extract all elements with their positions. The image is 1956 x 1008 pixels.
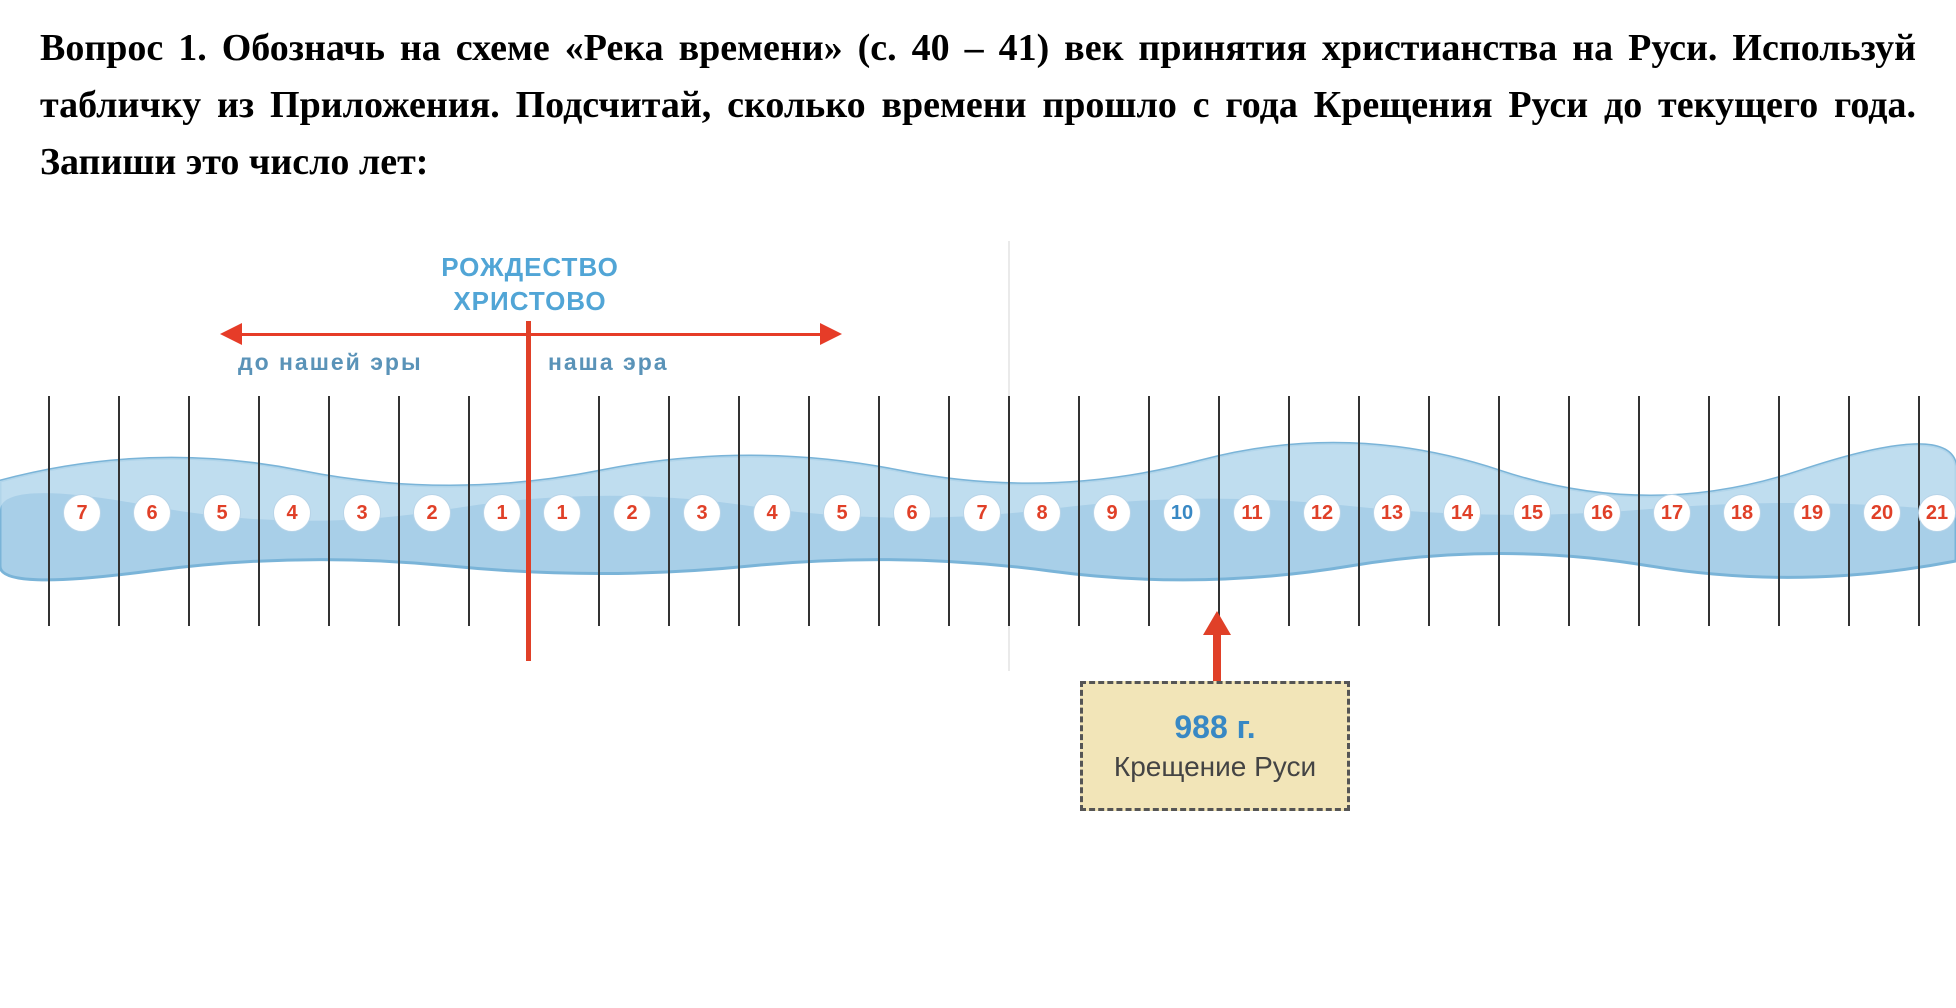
century-15: 15 — [1513, 494, 1551, 532]
event-box: 988 г. Крещение Руси — [1080, 681, 1350, 811]
century-5: 5 — [823, 494, 861, 532]
tick-line — [1498, 396, 1500, 626]
era-before-label: до нашей эры — [238, 349, 423, 376]
century-9: 9 — [1093, 494, 1131, 532]
tick-line — [258, 396, 260, 626]
tick-line — [1848, 396, 1850, 626]
question-body: Обозначь на схеме «Река времени» (с. 40 … — [40, 27, 1916, 183]
century-8: 8 — [1023, 494, 1061, 532]
tick-line — [1288, 396, 1290, 626]
century-7: 7 — [63, 494, 101, 532]
century-16: 16 — [1583, 494, 1621, 532]
tick-line — [1358, 396, 1360, 626]
tick-line — [468, 396, 470, 626]
zero-year-divider — [526, 321, 531, 661]
event-year: 988 г. — [1174, 709, 1255, 746]
arrow-right-icon — [820, 323, 842, 345]
century-1: 1 — [543, 494, 581, 532]
tick-line — [878, 396, 880, 626]
century-7: 7 — [963, 494, 1001, 532]
century-6: 6 — [893, 494, 931, 532]
event-name: Крещение Руси — [1114, 750, 1316, 784]
tick-line — [1778, 396, 1780, 626]
tick-line — [188, 396, 190, 626]
century-2: 2 — [613, 494, 651, 532]
century-18: 18 — [1723, 494, 1761, 532]
tick-line — [1148, 396, 1150, 626]
event-arrow-icon — [1203, 611, 1231, 685]
tick-line — [738, 396, 740, 626]
tick-line — [1568, 396, 1570, 626]
tick-line — [1078, 396, 1080, 626]
tick-line — [1708, 396, 1710, 626]
century-6: 6 — [133, 494, 171, 532]
question-label: Вопрос 1. — [40, 27, 207, 69]
century-14: 14 — [1443, 494, 1481, 532]
tick-line — [328, 396, 330, 626]
tick-line — [598, 396, 600, 626]
tick-line — [48, 396, 50, 626]
century-10: 10 — [1163, 494, 1201, 532]
century-21: 21 — [1918, 494, 1956, 532]
tick-line — [808, 396, 810, 626]
century-12: 12 — [1303, 494, 1341, 532]
question-block: Вопрос 1. Обозначь на схеме «Река времен… — [0, 0, 1956, 221]
timeline-diagram: РОЖДЕСТВО ХРИСТОВО до нашей эры наша эра… — [0, 241, 1956, 741]
century-5: 5 — [203, 494, 241, 532]
century-13: 13 — [1373, 494, 1411, 532]
century-4: 4 — [753, 494, 791, 532]
tick-line — [1638, 396, 1640, 626]
century-19: 19 — [1793, 494, 1831, 532]
century-20: 20 — [1863, 494, 1901, 532]
century-2: 2 — [413, 494, 451, 532]
era-after-label: наша эра — [548, 349, 669, 376]
tick-line — [118, 396, 120, 626]
tick-line — [948, 396, 950, 626]
century-11: 11 — [1233, 494, 1271, 532]
tick-line — [1008, 396, 1010, 626]
century-3: 3 — [683, 494, 721, 532]
century-1: 1 — [483, 494, 521, 532]
century-3: 3 — [343, 494, 381, 532]
tick-line — [1428, 396, 1430, 626]
century-4: 4 — [273, 494, 311, 532]
tick-line — [398, 396, 400, 626]
century-17: 17 — [1653, 494, 1691, 532]
tick-line — [668, 396, 670, 626]
tick-line — [1218, 396, 1220, 626]
christmas-label: РОЖДЕСТВО ХРИСТОВО — [390, 251, 670, 319]
